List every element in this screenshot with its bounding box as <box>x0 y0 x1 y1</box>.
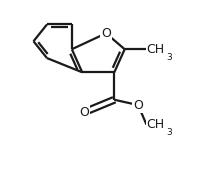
Text: O: O <box>133 99 143 112</box>
Text: CH: CH <box>146 43 165 56</box>
Text: O: O <box>101 27 111 40</box>
Text: 3: 3 <box>166 128 172 137</box>
Text: 3: 3 <box>166 53 172 62</box>
Text: CH: CH <box>146 118 165 131</box>
Text: O: O <box>79 106 89 119</box>
